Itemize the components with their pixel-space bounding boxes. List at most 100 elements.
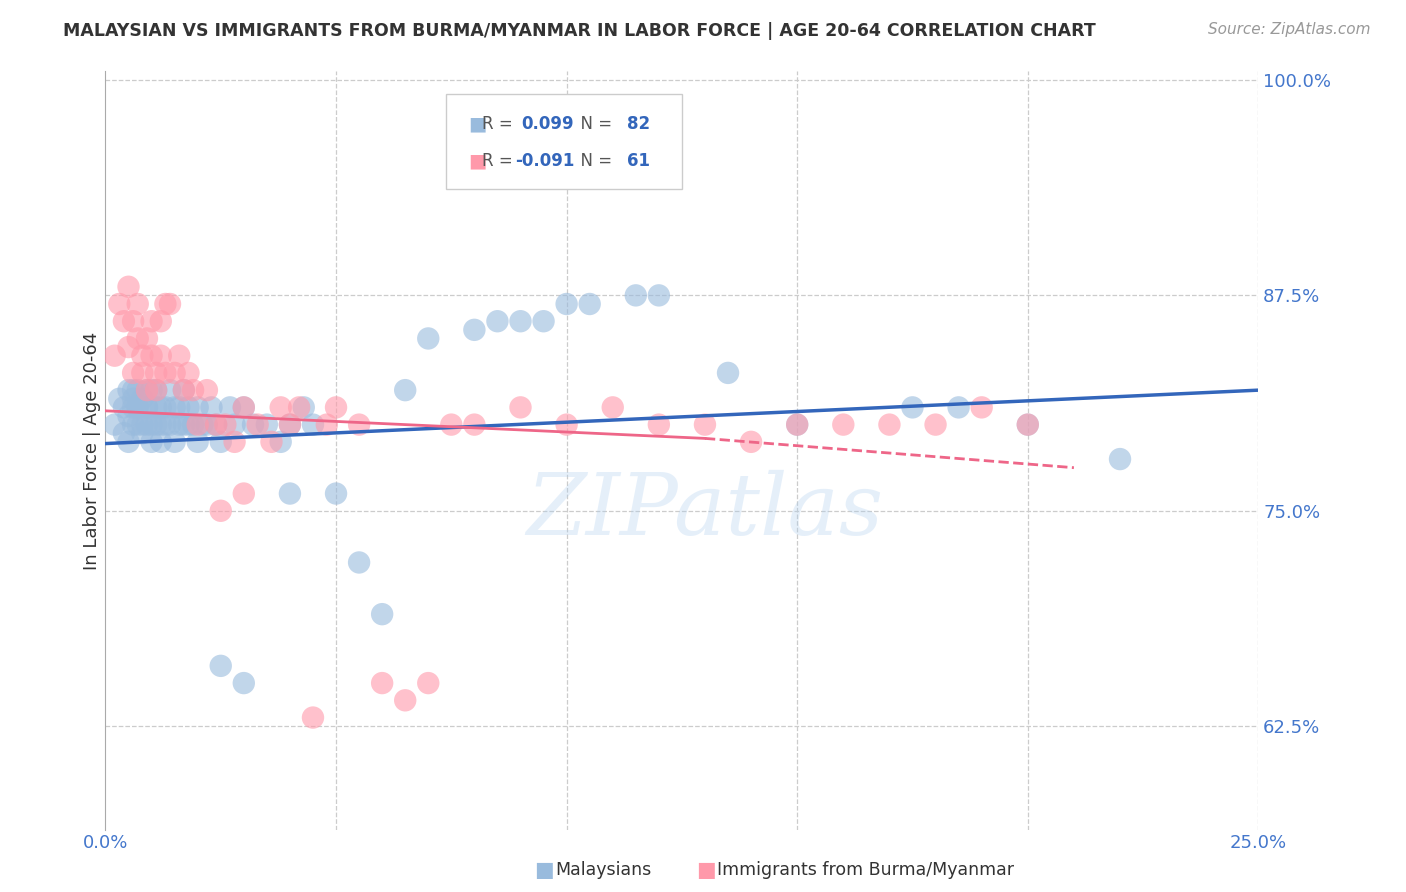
Point: [533, 314, 555, 328]
Text: 82: 82: [627, 115, 650, 134]
Point: [141, 349, 163, 363]
Point: [347, 417, 370, 432]
Point: [159, 417, 181, 432]
Point: [260, 434, 283, 449]
Point: [948, 401, 970, 415]
Point: [209, 658, 232, 673]
Point: [145, 366, 167, 380]
Point: [117, 434, 139, 449]
Point: [131, 349, 153, 363]
Point: [127, 401, 149, 415]
Point: [624, 288, 647, 302]
Point: [155, 417, 177, 432]
Point: [288, 401, 311, 415]
Point: [136, 401, 159, 415]
Text: -0.091: -0.091: [515, 152, 574, 169]
Point: [145, 417, 167, 432]
Point: [181, 417, 204, 432]
Text: ■: ■: [534, 860, 554, 880]
Point: [302, 417, 325, 432]
Point: [122, 417, 145, 432]
Point: [232, 486, 254, 500]
Point: [155, 401, 177, 415]
Text: ■: ■: [696, 860, 716, 880]
Point: [127, 417, 149, 432]
Point: [786, 417, 808, 432]
Point: [1109, 452, 1132, 467]
Point: [693, 417, 716, 432]
Point: [315, 417, 337, 432]
Point: [149, 314, 172, 328]
Point: [509, 401, 531, 415]
Point: [163, 434, 186, 449]
Point: [149, 349, 172, 363]
Point: [187, 401, 209, 415]
Point: [1017, 417, 1039, 432]
Point: [167, 417, 190, 432]
Point: [181, 383, 204, 397]
Point: [108, 392, 131, 406]
Point: [117, 409, 139, 423]
Point: [141, 383, 163, 397]
Point: [131, 366, 153, 380]
Point: [602, 401, 624, 415]
Point: [141, 314, 163, 328]
Point: [200, 401, 222, 415]
Point: [648, 417, 671, 432]
Text: 0.099: 0.099: [522, 115, 574, 134]
Point: [509, 314, 531, 328]
Point: [195, 417, 218, 432]
Point: [136, 331, 159, 345]
Point: [173, 383, 195, 397]
Point: [127, 383, 149, 397]
Point: [302, 710, 325, 724]
Point: [879, 417, 901, 432]
Point: [131, 392, 153, 406]
Point: [205, 417, 228, 432]
Point: [145, 383, 167, 397]
Point: [486, 314, 509, 328]
Text: ■: ■: [468, 152, 486, 170]
Point: [149, 401, 172, 415]
Point: [149, 417, 172, 432]
Point: [555, 417, 578, 432]
Point: [325, 486, 347, 500]
Point: [122, 366, 145, 380]
Point: [163, 401, 186, 415]
Point: [214, 417, 236, 432]
Point: [270, 434, 292, 449]
Point: [159, 383, 181, 397]
Point: [1017, 417, 1039, 432]
Point: [149, 434, 172, 449]
Point: [648, 288, 671, 302]
Point: [463, 323, 485, 337]
Point: [136, 401, 159, 415]
Point: [159, 297, 181, 311]
Point: [440, 417, 463, 432]
Point: [104, 349, 127, 363]
Text: N =: N =: [569, 115, 617, 134]
Point: [394, 383, 416, 397]
Point: [136, 383, 159, 397]
Point: [108, 297, 131, 311]
Point: [117, 340, 139, 354]
Point: [371, 676, 394, 690]
Point: [463, 417, 485, 432]
Point: [131, 426, 153, 441]
Text: Immigrants from Burma/Myanmar: Immigrants from Burma/Myanmar: [717, 861, 1014, 879]
Point: [117, 279, 139, 293]
Point: [187, 417, 209, 432]
Point: [224, 434, 246, 449]
Point: [740, 434, 762, 449]
Text: R =: R =: [482, 152, 519, 169]
Point: [555, 297, 578, 311]
Point: [325, 401, 347, 415]
FancyBboxPatch shape: [446, 95, 682, 189]
Point: [347, 556, 370, 570]
Point: [112, 426, 135, 441]
Point: [177, 366, 200, 380]
Point: [145, 401, 167, 415]
Text: ■: ■: [468, 115, 486, 134]
Point: [232, 401, 254, 415]
Point: [578, 297, 600, 311]
